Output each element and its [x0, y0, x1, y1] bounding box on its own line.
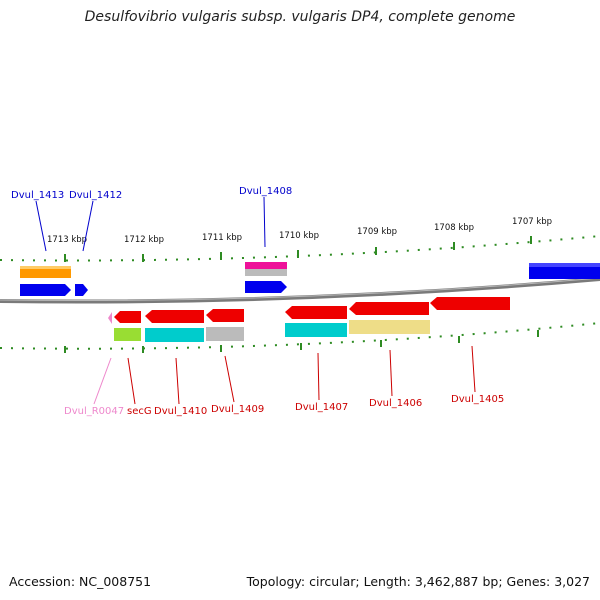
accession-text: Accession: NC_008751 — [9, 574, 152, 589]
scale-label: 1711 kbp — [202, 233, 242, 243]
gene-arrow-dvul-1409[interactable] — [206, 309, 244, 322]
gene-arrow-dvul-1405[interactable] — [430, 297, 510, 310]
gene-label[interactable]: Dvul_1413 — [11, 190, 64, 201]
gene-label[interactable]: Dvul_1409 — [211, 404, 264, 415]
map-title: Desulfovibrio vulgaris subsp. vulgaris D… — [84, 9, 516, 25]
label-leaders — [35, 196, 476, 405]
scale-label: 1713 kbp — [47, 235, 87, 245]
gene-arrow-dvul-1413[interactable] — [20, 284, 71, 296]
forward-strand-features — [20, 262, 600, 296]
gene-arrow-dvul-1407[interactable] — [285, 306, 347, 319]
reverse-strand-features — [108, 297, 510, 342]
gene-arrow-dvul-1410[interactable] — [145, 310, 204, 323]
gene-label[interactable]: secG — [127, 406, 152, 417]
feature-bar-khaki[interactable] — [349, 320, 430, 334]
genome-backbone — [0, 277, 600, 304]
gene-label[interactable]: Dvul_R0047 — [64, 406, 124, 417]
gene-label[interactable]: Dvul_1406 — [369, 398, 422, 409]
feature-bar-gray[interactable] — [206, 327, 244, 341]
gene-label[interactable]: Dvul_1408 — [239, 186, 292, 197]
gene-arrow-dvul-r0047[interactable] — [108, 312, 112, 324]
gene-label[interactable]: Dvul_1412 — [69, 190, 122, 201]
genome-backbone-highlight — [0, 277, 600, 302]
scale-label: 1710 kbp — [279, 231, 319, 241]
gene-label[interactable]: Dvul_1407 — [295, 402, 348, 413]
feature-bar-magenta[interactable] — [245, 262, 287, 269]
scale-label: 1708 kbp — [434, 223, 474, 233]
gene-labels: Dvul_1413 Dvul_1412 Dvul_1408 Dvul_R0047… — [11, 186, 504, 417]
feature-bar-cyan[interactable] — [145, 328, 204, 342]
gene-arrow-secg[interactable] — [114, 311, 141, 323]
gene-arrow-dvul-1406[interactable] — [349, 302, 429, 315]
gene-label[interactable]: Dvul_1410 — [154, 406, 207, 417]
scale-label: 1709 kbp — [357, 227, 397, 237]
inner-major-ticks — [64, 330, 539, 353]
scale-label: 1712 kbp — [124, 235, 164, 245]
gene-label[interactable]: Dvul_1405 — [451, 394, 504, 405]
feature-bar-lime[interactable] — [114, 328, 141, 341]
feature-bar-cyan[interactable] — [285, 323, 347, 337]
gene-arrow-dvul-1408[interactable] — [245, 281, 287, 293]
outer-major-ticks — [64, 236, 532, 262]
scale-label: 1707 kbp — [512, 217, 552, 227]
gene-arrow-dvul-1412[interactable] — [75, 284, 88, 296]
genome-summary-text: Topology: circular; Length: 3,462,887 bp… — [246, 574, 590, 589]
scale-labels: 1713 kbp 1712 kbp 1711 kbp 1710 kbp 1709… — [47, 217, 552, 245]
